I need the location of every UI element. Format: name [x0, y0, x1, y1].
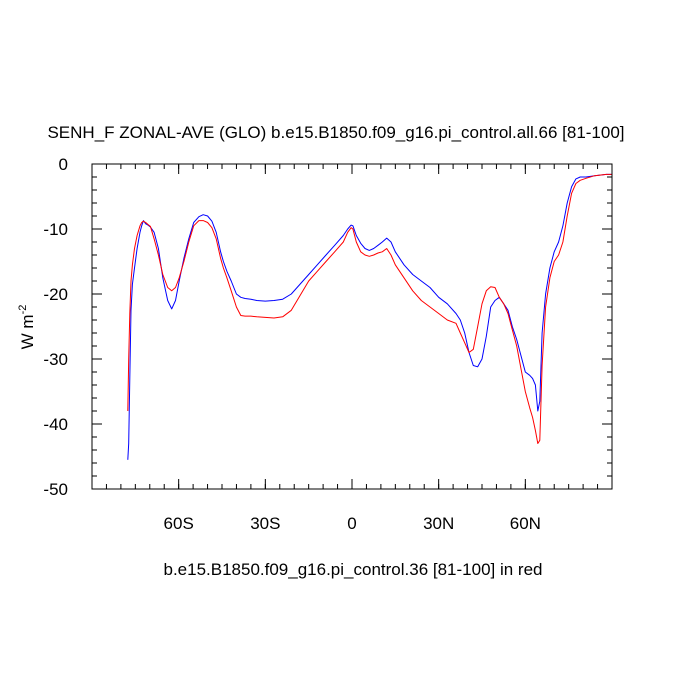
y-tick-label: 0 — [59, 155, 68, 174]
x-tick-label: 60S — [164, 514, 194, 533]
axes: 60S 30S 0 30N 60N 0 -10 -20 -30 -40 -50 — [43, 155, 613, 533]
x-tick-label: 30S — [250, 514, 280, 533]
series-line-red — [127, 173, 612, 444]
y-tick-label: -10 — [43, 220, 68, 239]
x-axis-label: b.e15.B1850.f09_g16.pi_control.36 [81-10… — [163, 560, 542, 579]
y-axis-label-base: W m — [18, 314, 37, 349]
y-tick-label: -20 — [43, 285, 68, 304]
y-tick-label: -40 — [43, 415, 68, 434]
x-minor-ticks — [91, 164, 613, 489]
y-tick-label: -50 — [43, 480, 68, 499]
x-tick-label: 60N — [510, 514, 541, 533]
x-tick-label: 30N — [423, 514, 454, 533]
y-axis-label: W m-2 — [17, 305, 37, 350]
x-tick-label: 0 — [347, 514, 356, 533]
y-axis-label-exponent: -2 — [17, 305, 29, 315]
chart-title: SENH_F ZONAL-AVE (GLO) b.e15.B1850.f09_g… — [47, 123, 624, 142]
series-line-blue — [127, 173, 612, 460]
plot-frame — [91, 163, 613, 490]
y-minor-ticks — [92, 163, 612, 490]
plot-area — [127, 173, 612, 460]
y-tick-label: -30 — [43, 350, 68, 369]
